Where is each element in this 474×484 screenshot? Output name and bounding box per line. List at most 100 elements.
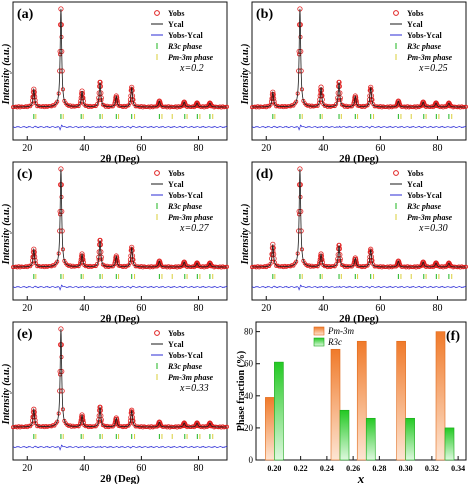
y-tick-label: 20 [244, 423, 254, 433]
legend-marker-yobs [154, 10, 160, 16]
x-tick-label: 0.32 [425, 464, 439, 473]
legend-marker-yobs [393, 170, 399, 176]
x-tick-label: 40 [79, 463, 89, 474]
x-axis-label: 2θ (Deg) [339, 313, 379, 325]
composition-annotation: x=0.30 [418, 223, 448, 234]
plot-frame [251, 1, 467, 141]
ycal-line [252, 8, 466, 108]
x-tick-label: 40 [79, 303, 89, 314]
plot-frame [251, 161, 467, 301]
bar-pm3m [356, 340, 367, 461]
legend-label: Pm-3m phase [168, 213, 214, 222]
x-tick-label: 60 [375, 303, 385, 314]
x-axis-label: 2θ (Deg) [100, 153, 140, 165]
yobs-point [317, 100, 322, 105]
composition-annotation: x=0.27 [179, 223, 210, 234]
x-tick-label: 80 [193, 463, 203, 474]
y-tick-label: 60 [244, 359, 254, 369]
plot-frame [12, 161, 228, 301]
bar-pm3m [330, 348, 341, 461]
yobs-point [334, 262, 339, 267]
yobs-point [29, 102, 34, 107]
x-tick-label: 20 [22, 463, 32, 474]
x-tick-label: 60 [136, 303, 146, 314]
legend-label: Pm-3m phase [168, 373, 214, 382]
x-tick-label: 60 [136, 463, 146, 474]
y-axis-label: Intensity (a.u.) [1, 204, 12, 266]
y-tick-label: 0 [249, 455, 254, 465]
legend-label: Yobs [407, 169, 423, 178]
panel-letter: (b) [256, 7, 273, 22]
ycal-line [13, 168, 227, 268]
yobs-point [29, 262, 34, 267]
bar-r3c [365, 417, 376, 461]
legend-label: Yobs-Ycal [407, 191, 442, 200]
legend-label: Ycal [168, 180, 184, 189]
difference-line [12, 284, 228, 291]
legend-label: Yobs-Ycal [168, 191, 203, 200]
legend-label: Yobs [168, 9, 184, 18]
bar-r3c [274, 361, 284, 461]
x-tick-label: 20 [261, 143, 271, 154]
x-tick-label: 0.26 [346, 464, 360, 473]
x-tick-label: 0.22 [294, 464, 308, 473]
x-tick-label: 20 [22, 143, 32, 154]
x-tick-label: 40 [79, 143, 89, 154]
legend-label: Yobs-Ycal [168, 351, 203, 360]
x-axis-label: x [357, 471, 365, 484]
legend-label: R3c phase [406, 202, 441, 211]
legend-label: Yobs [168, 169, 184, 178]
yobs-point [268, 261, 273, 266]
y-axis-label: Intensity (a.u.) [240, 44, 251, 106]
yobs-point [95, 261, 100, 266]
x-tick-label: 0.34 [451, 464, 465, 473]
ycal-line [13, 328, 227, 428]
legend-marker-yobs [393, 10, 399, 16]
yobs-point [29, 422, 34, 427]
yobs-point [33, 261, 38, 266]
legend-swatch-pm3m [313, 326, 325, 336]
x-tick-label: 40 [318, 303, 328, 314]
yobs-point [79, 251, 85, 257]
difference-line [12, 124, 228, 131]
yobs-point [33, 421, 38, 426]
composition-annotation: x=0.2 [179, 63, 204, 74]
bar-pm3m [435, 331, 446, 461]
y-axis-label: Intensity (a.u.) [1, 364, 12, 426]
legend-label: R3c phase [167, 42, 202, 51]
legend-label-pm3m: Pm-3m [327, 326, 354, 336]
legend-label: Pm-3m phase [407, 213, 453, 222]
x-tick-label: 0.20 [267, 464, 281, 473]
legend-label: Yobs [407, 9, 423, 18]
legend-label-r3c: R3c [327, 337, 342, 347]
yobs-point [33, 101, 38, 106]
x-axis-label: 2θ (Deg) [100, 473, 140, 484]
legend-label: Ycal [407, 180, 423, 189]
y-tick-label: 80 [244, 327, 254, 337]
legend-label: R3c phase [406, 42, 441, 51]
xrd-panel-2: 20 40 60 80 2θ (Deg) Intensity (a.u.) (c) x=0.2… [1, 161, 229, 325]
y-axis-label: Intensity (a.u.) [1, 44, 12, 106]
bar-pm3m [396, 340, 406, 461]
legend-marker-yobs [154, 330, 160, 336]
legend-label: Yobs-Ycal [407, 31, 442, 40]
difference-line [251, 284, 467, 291]
legend-label: Yobs-Ycal [168, 31, 203, 40]
x-tick-label: 0.24 [320, 464, 334, 473]
legend-label: R3c phase [167, 362, 202, 371]
composition-annotation: x=0.25 [418, 63, 448, 74]
x-tick-label: 40 [318, 143, 328, 154]
x-tick-label: 20 [261, 303, 271, 314]
x-tick-label: 0.28 [372, 464, 386, 473]
bar-r3c [444, 427, 455, 461]
legend-label: Pm-3m phase [407, 53, 453, 62]
plot-frame [12, 1, 228, 141]
panel-letter: (e) [17, 327, 33, 342]
yobs-point [95, 101, 100, 106]
yobs-points [10, 326, 229, 430]
y-axis-label: Intensity (a.u.) [240, 204, 251, 266]
x-tick-label: 80 [432, 143, 442, 154]
x-tick-label: 20 [22, 303, 32, 314]
xrd-panel-3: 20 40 60 80 2θ (Deg) Intensity (a.u.) (d) x=0.3… [240, 161, 468, 325]
panel-letter: (c) [17, 167, 33, 182]
